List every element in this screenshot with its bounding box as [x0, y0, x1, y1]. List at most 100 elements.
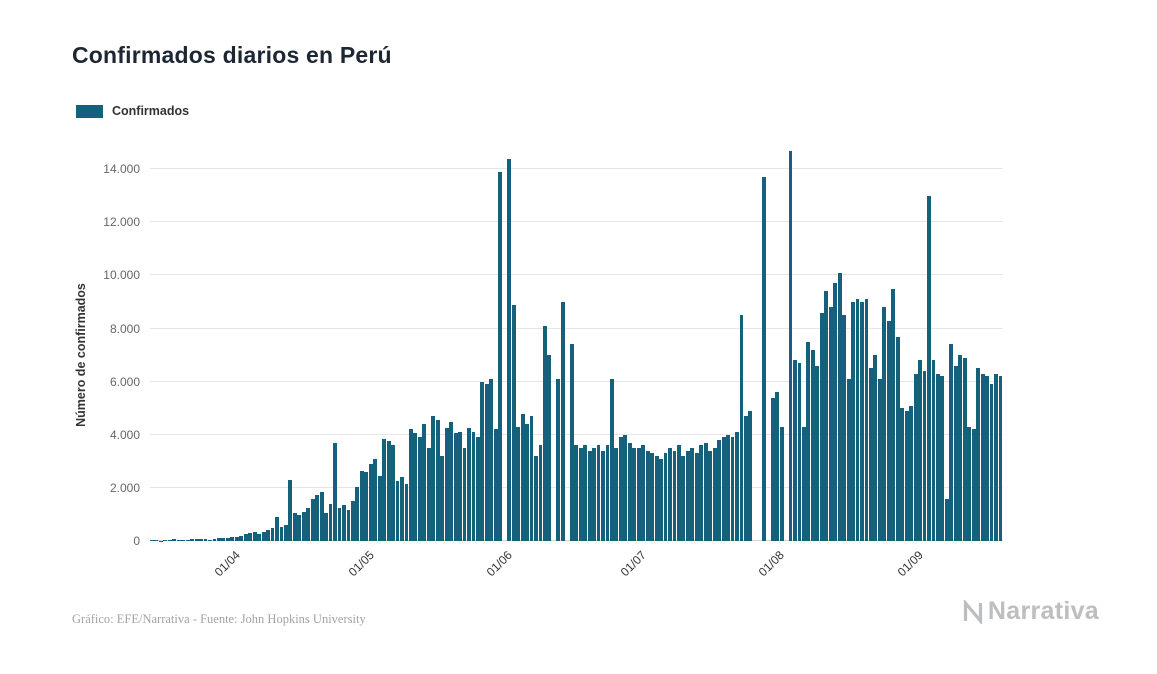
bar	[194, 539, 199, 541]
y-tick-label: 14.000	[103, 162, 140, 177]
bar	[668, 448, 672, 541]
bar	[225, 537, 230, 541]
bar	[377, 475, 382, 541]
bar	[828, 307, 833, 541]
bar	[596, 445, 601, 541]
bar	[810, 349, 815, 541]
bar	[449, 421, 454, 541]
bar	[333, 442, 337, 541]
bar	[431, 416, 436, 541]
bar	[739, 315, 744, 541]
bar	[989, 384, 994, 541]
y-tick-label: 4.000	[109, 427, 140, 442]
bar	[694, 453, 699, 541]
bar	[699, 445, 704, 541]
y-tick-label: 10.000	[103, 268, 140, 283]
bar	[288, 479, 293, 541]
bar	[199, 539, 203, 541]
bar	[520, 413, 525, 541]
bar	[261, 531, 266, 541]
gridline	[150, 221, 1003, 223]
bar	[574, 445, 579, 541]
bar	[208, 539, 212, 541]
narrativa-logo-text: Narrativa	[987, 597, 1099, 625]
bar	[654, 456, 659, 541]
bar	[266, 529, 270, 541]
bar	[703, 442, 708, 541]
bar	[601, 450, 605, 541]
bar	[587, 450, 592, 541]
bar	[203, 538, 208, 541]
chart-title: Confirmados diarios en Perú	[72, 42, 392, 68]
bar	[940, 376, 945, 541]
bar	[342, 505, 346, 541]
narrativa-n-icon	[963, 599, 982, 624]
bar	[471, 432, 476, 541]
bar	[216, 538, 221, 541]
bar	[837, 272, 842, 541]
bar	[882, 307, 887, 541]
y-tick-label: 2.000	[109, 480, 140, 495]
bar	[681, 456, 686, 541]
bar	[386, 441, 391, 541]
bar	[815, 365, 820, 541]
bar	[511, 304, 516, 541]
gridline	[150, 433, 1003, 435]
bar	[346, 510, 351, 541]
bar	[802, 426, 806, 541]
bar	[958, 355, 963, 541]
bar	[833, 283, 838, 541]
legend[interactable]: Confirmados	[76, 104, 189, 118]
bar	[444, 428, 449, 541]
bar	[605, 445, 610, 541]
bar	[614, 448, 619, 541]
bar	[306, 507, 311, 541]
bar	[154, 539, 159, 541]
gridline	[150, 380, 1003, 382]
x-tick-label: 01/04	[211, 548, 243, 580]
bar	[422, 424, 427, 541]
bar	[257, 533, 262, 541]
bar	[355, 486, 360, 541]
bar	[529, 416, 534, 541]
bar	[167, 540, 172, 541]
bar	[583, 445, 588, 541]
bar	[659, 458, 663, 541]
bar	[980, 373, 985, 541]
bar	[788, 150, 793, 541]
bar	[743, 416, 748, 541]
bar	[609, 379, 614, 541]
bar	[315, 494, 320, 541]
bar	[931, 360, 936, 541]
credit-text: Gráfico: EFE/Narrativa - Fuente: John Ho…	[72, 612, 366, 626]
bar	[453, 433, 458, 541]
bar	[650, 453, 655, 541]
bar	[663, 453, 668, 541]
bar	[761, 177, 766, 541]
bar	[489, 379, 494, 541]
bar	[627, 442, 632, 541]
bar	[239, 535, 244, 541]
y-tick-label: 8.000	[109, 321, 140, 336]
bar	[547, 355, 552, 541]
bar	[618, 437, 623, 541]
bar	[359, 470, 364, 541]
narrativa-logo: Narrativa	[961, 597, 1099, 626]
bar	[279, 526, 284, 541]
x-tick-label: 01/05	[345, 548, 377, 580]
bar	[949, 344, 954, 541]
bar	[726, 434, 730, 541]
bar	[484, 384, 489, 541]
bar	[252, 532, 257, 541]
bar	[435, 420, 440, 541]
bar	[895, 336, 900, 541]
bar	[936, 373, 940, 541]
bar	[927, 195, 931, 541]
bar	[998, 376, 1003, 541]
bar	[234, 536, 239, 541]
x-tick-label: 01/07	[617, 548, 649, 580]
bar	[516, 426, 521, 541]
bar	[873, 355, 878, 541]
bar	[918, 360, 922, 541]
bar	[172, 538, 177, 541]
